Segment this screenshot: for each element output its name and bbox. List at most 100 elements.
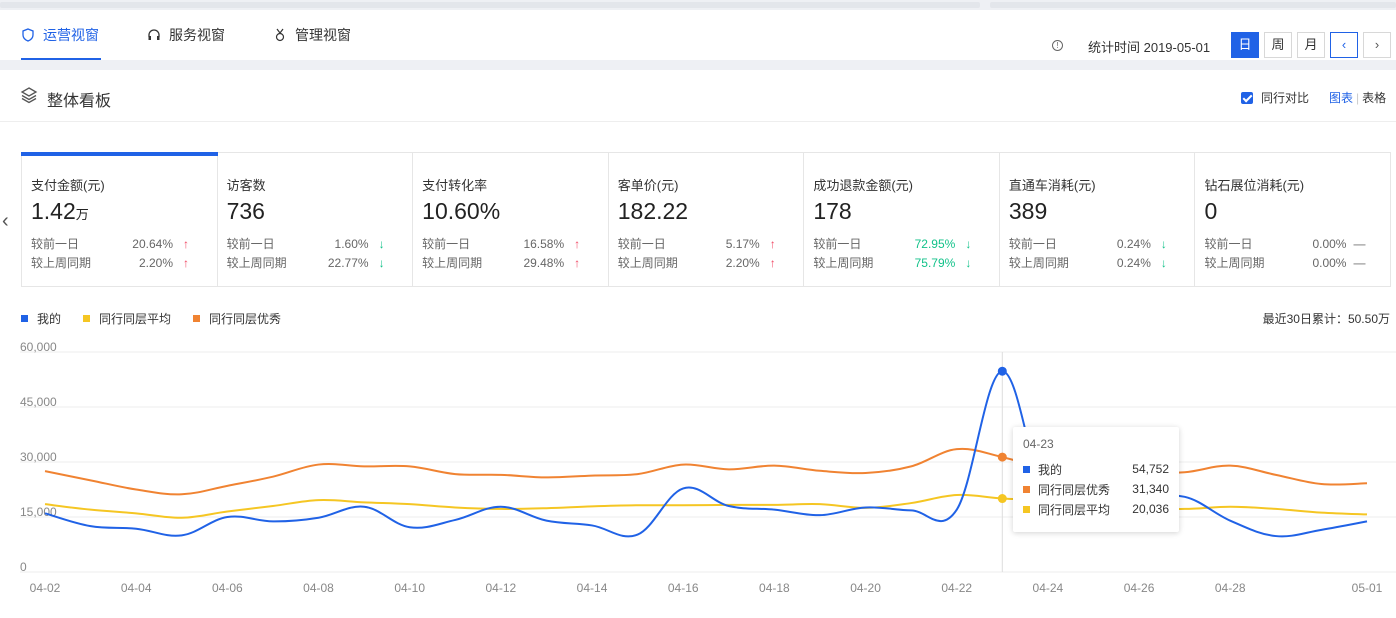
kpi-title: 支付金额(元)	[31, 178, 105, 193]
compare-label: 较上周同期	[1008, 256, 1069, 270]
kpi-card[interactable]: 直通车消耗(元) 389 较前一日 0.24% ↓ 较上周同期 0.24% ↓	[1000, 153, 1196, 286]
compare-percent: 29.48%	[523, 255, 565, 270]
compare-label: 较上周同期	[813, 256, 874, 270]
y-tick-label: 60,000	[20, 340, 57, 354]
tooltip-swatch	[1023, 485, 1030, 493]
kpi-compare-rows: 较前一日 16.58% ↑ 较上周同期 29.48% ↑	[422, 235, 608, 271]
checkbox-checked-icon[interactable]	[1241, 91, 1253, 104]
y-tick-label: 30,000	[20, 450, 57, 464]
legend-item[interactable]: 我的	[21, 310, 61, 327]
legend-item[interactable]: 同行同层优秀	[193, 310, 281, 327]
tooltip-row: 同行同层优秀 31,340	[1023, 479, 1169, 499]
kpi-card[interactable]: 访客数 736 较前一日 1.60% ↓ 较上周同期 22.77% ↓	[218, 153, 414, 286]
highlight-point-mine	[997, 366, 1007, 376]
legend-item[interactable]: 同行同层平均	[83, 310, 171, 327]
tooltip-row: 同行同层平均 20,036	[1023, 499, 1169, 519]
arrow-up-icon: ↑	[183, 236, 189, 251]
legend-label: 同行同层平均	[99, 312, 172, 326]
x-tick-label: 04-02	[30, 581, 61, 595]
kpi-title: 成功退款金额(元)	[813, 178, 913, 193]
top-strip	[0, 0, 1396, 10]
tab-label: 服务视窗	[169, 27, 225, 43]
period-week-button[interactable]: 周	[1264, 32, 1292, 58]
tooltip-value: 54,752	[1132, 462, 1169, 476]
compare-label: 较前一日	[31, 237, 80, 251]
panel-title: 整体看板	[47, 93, 112, 110]
dash-icon: —	[1353, 236, 1366, 251]
kpi-card[interactable]: 支付金额(元) 1.42万较前一日 20.64% ↑ 较上周同期 2.20% ↑	[21, 152, 218, 286]
top-strip-segment	[0, 2, 980, 8]
chevron-right-icon: ›	[1374, 37, 1380, 52]
period-month-button[interactable]: 月	[1297, 32, 1325, 58]
tab-operations[interactable]: 运营视窗	[21, 10, 101, 60]
tab-management[interactable]: 管理视窗	[273, 10, 351, 60]
compare-percent: 2.20%	[725, 255, 760, 270]
kpi-title: 访客数	[226, 178, 266, 193]
medal-icon	[273, 28, 287, 42]
kpi-compare-rows: 较前一日 0.24% ↓ 较上周同期 0.24% ↓	[1009, 235, 1195, 271]
view-table-link[interactable]: 表格	[1362, 91, 1387, 105]
kpi-value-wrap: 10.60%	[422, 198, 608, 225]
compare-percent: 22.77%	[327, 255, 369, 270]
compare-percent: 0.24%	[1116, 236, 1151, 251]
tooltip-date: 04-23	[1023, 437, 1054, 451]
cumulative-total: 最近30日累计：50.50万	[1262, 312, 1390, 326]
dash-icon: —	[1353, 255, 1366, 270]
x-tick-label: 04-08	[303, 581, 334, 595]
kpi-compare-rows: 较前一日 72.95% ↓ 较上周同期 75.79% ↓	[813, 235, 999, 271]
compare-percent: 0.00%	[1312, 236, 1347, 251]
tooltip-value: 20,036	[1132, 502, 1169, 516]
arrow-down-icon: ↓	[378, 255, 385, 270]
x-tick-label: 04-06	[212, 581, 243, 595]
kpi-compare-week: 较上周同期 29.48% ↑	[422, 254, 598, 271]
tab-service[interactable]: 服务视窗	[147, 10, 225, 60]
arrow-up-icon: ↑	[183, 255, 189, 270]
kpi-compare-day: 较前一日 1.60% ↓	[227, 235, 403, 252]
kpi-compare-day: 较前一日 16.58% ↑	[422, 235, 598, 252]
trend-line-chart: 60,000 45,000 30,000 15,000 004-02 04-04 04-06…	[20, 340, 1396, 595]
kpi-card[interactable]: 支付转化率 10.60% 较前一日 16.58% ↑ 较上周同期 29.48% ↑	[413, 153, 609, 286]
x-tick-label: 04-22	[941, 581, 972, 595]
compare-label: 较上周同期	[1204, 256, 1265, 270]
compare-percent: 0.00%	[1312, 255, 1347, 270]
period-day-button[interactable]: 日	[1231, 32, 1259, 58]
arrow-down-icon: ↓	[1160, 255, 1167, 270]
kpi-unit: 万	[75, 207, 89, 222]
stat-time: 统计时间 2019-05-01	[1088, 40, 1211, 55]
kpi-compare-rows: 较前一日 20.64% ↑ 较上周同期 2.20% ↑	[31, 235, 217, 271]
layers-icon	[20, 86, 38, 109]
shield-icon	[21, 28, 35, 42]
top-strip-segment	[990, 2, 1396, 8]
tooltip-value: 31,340	[1132, 482, 1169, 496]
kpi-value-wrap: 178	[813, 198, 999, 225]
y-tick-label: 15,000	[20, 505, 57, 519]
kpi-value: 10.60%	[422, 198, 501, 224]
view-tab-bar: 运营视窗 服务视窗 管理视窗 ! 统计时间 2019-05-01 日 周 月 ‹…	[0, 10, 1396, 60]
compare-percent: 0.24%	[1116, 255, 1151, 270]
kpi-compare-day: 较前一日 5.17% ↑	[618, 235, 794, 252]
compare-label: 较前一日	[226, 237, 275, 251]
kpi-value-wrap: 1.42万	[31, 198, 217, 225]
kpi-compare-week: 较上周同期 0.00% —	[1204, 254, 1380, 271]
peer-compare-toggle[interactable]: 同行对比	[1241, 89, 1309, 106]
panel-header: 整体看板 同行对比 图表 | 表格	[0, 70, 1396, 122]
x-tick-label: 04-10	[394, 581, 425, 595]
kpi-card[interactable]: 客单价(元) 182.22 较前一日 5.17% ↑ 较上周同期 2.20% ↑	[609, 153, 805, 286]
kpi-prev-button[interactable]: ‹	[2, 210, 9, 233]
prev-date-button[interactable]: ‹	[1330, 32, 1358, 58]
info-icon[interactable]: !	[1052, 40, 1063, 51]
kpi-compare-week: 较上周同期 2.20% ↑	[618, 254, 794, 271]
kpi-card[interactable]: 钻石展位消耗(元) 0 较前一日 0.00% — 较上周同期 0.00% —	[1195, 153, 1390, 286]
compare-label: 较前一日	[1204, 237, 1253, 251]
kpi-value-wrap: 389	[1009, 198, 1195, 225]
x-tick-label: 04-12	[486, 581, 517, 595]
chevron-left-icon: ‹	[2, 210, 9, 232]
next-date-button[interactable]: ›	[1363, 32, 1391, 58]
kpi-compare-day: 较前一日 0.00% —	[1204, 235, 1380, 252]
tooltip-series-name: 同行同层优秀	[1038, 482, 1111, 497]
peer-compare-label: 同行对比	[1261, 91, 1310, 105]
view-chart-link[interactable]: 图表	[1329, 91, 1354, 105]
kpi-card[interactable]: 成功退款金额(元) 178 较前一日 72.95% ↓ 较上周同期 75.79% ↓	[804, 153, 1000, 286]
kpi-value: 389	[1008, 198, 1048, 224]
arrow-down-icon: ↓	[965, 236, 972, 251]
